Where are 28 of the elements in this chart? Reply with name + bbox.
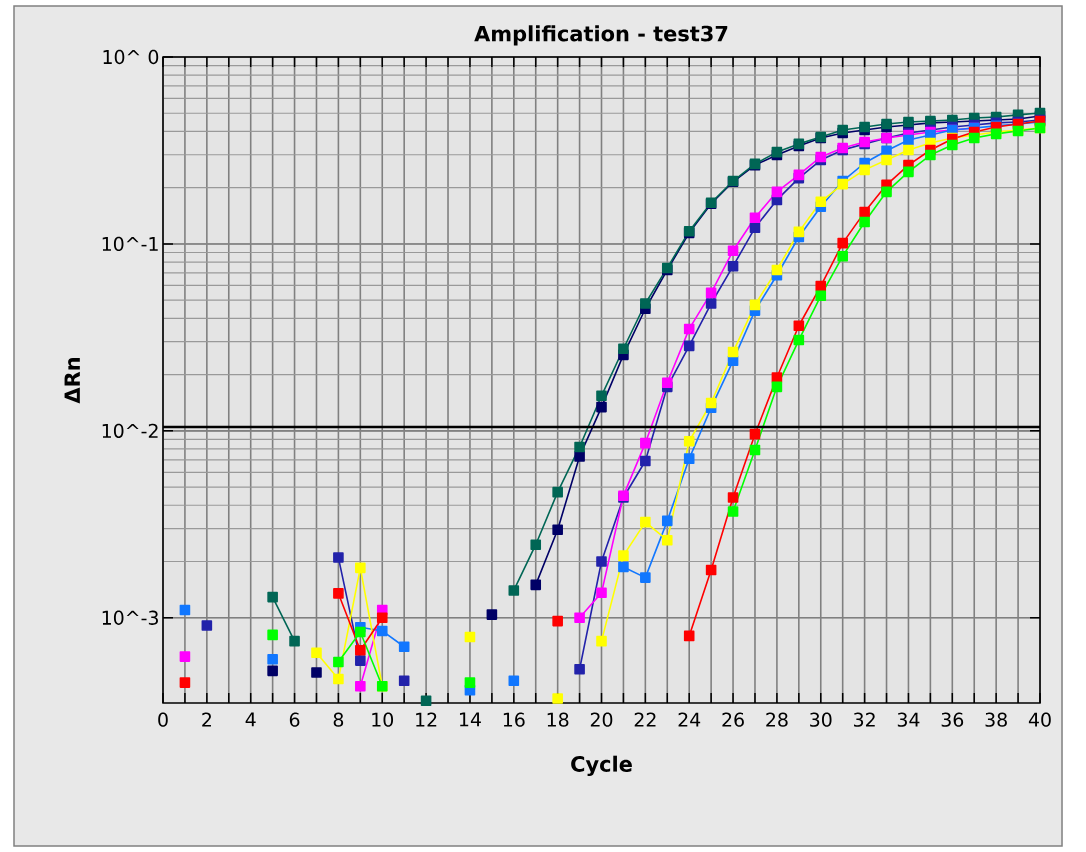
y-tick-label: 10^ 0 bbox=[103, 49, 159, 65]
x-tick-label: 4 bbox=[245, 712, 256, 727]
x-tick-label: 10 bbox=[372, 712, 394, 727]
x-tick-label: 6 bbox=[289, 712, 300, 727]
x-tick-label: 40 bbox=[1028, 712, 1051, 727]
x-tick-label: 12 bbox=[416, 712, 437, 727]
x-tick-label: 8 bbox=[333, 712, 344, 727]
x-axis-title: Cycle bbox=[571, 755, 632, 777]
y-tick-label: 10^-2 bbox=[102, 423, 158, 439]
x-tick-label: 24 bbox=[678, 712, 701, 727]
y-tick-label: 10^-3 bbox=[102, 610, 158, 625]
x-tick-label: 20 bbox=[590, 712, 613, 727]
chart-title: Amplification - test37 bbox=[474, 25, 728, 46]
x-tick-label: 14 bbox=[459, 712, 481, 727]
x-tick-label: 2 bbox=[202, 712, 211, 727]
x-tick-label: 36 bbox=[941, 712, 964, 727]
y-tick-label: 10^-1 bbox=[102, 236, 158, 252]
x-tick-label: 28 bbox=[766, 712, 788, 727]
x-tick-label: 26 bbox=[722, 712, 744, 727]
x-tick-label: 0 bbox=[158, 712, 168, 727]
x-tick-label: 32 bbox=[854, 712, 875, 727]
x-tick-label: 34 bbox=[897, 712, 920, 727]
x-tick-label: 18 bbox=[547, 712, 569, 727]
x-tick-label: 38 bbox=[985, 712, 1007, 727]
x-tick-label: 16 bbox=[503, 712, 525, 727]
y-axis-title: ΔRn bbox=[64, 358, 80, 404]
x-tick-label: 30 bbox=[810, 712, 832, 727]
x-tick-label: 22 bbox=[634, 712, 656, 727]
